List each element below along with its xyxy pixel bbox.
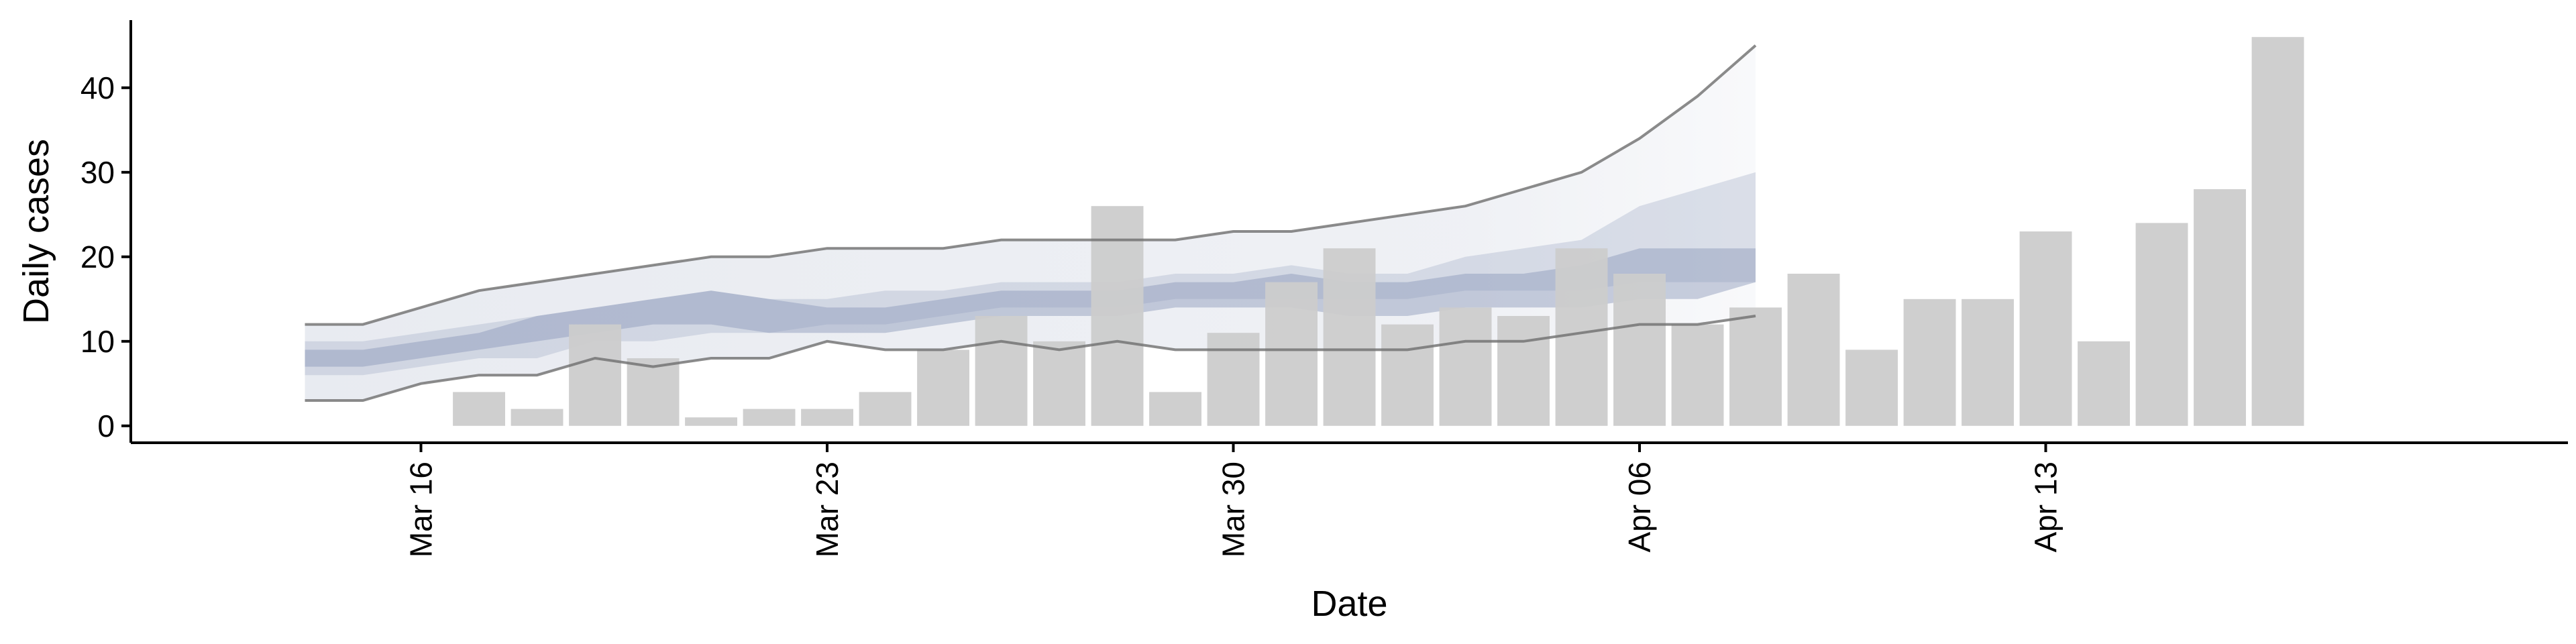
x-tick-label: Mar 16 [404,462,439,557]
bar [1497,316,1550,426]
bar [2078,341,2130,426]
axes [121,20,2568,452]
bar [1323,248,1376,426]
forecast-bands [305,45,1756,401]
bar [1207,333,1260,426]
x-tick-label: Mar 30 [1216,462,1251,557]
bar [1149,392,1201,426]
bar [1555,248,1608,426]
bar [801,409,853,426]
x-tick-label: Apr 13 [2029,462,2063,553]
bar [685,417,737,426]
bar [917,350,969,426]
x-axis-title: Date [1311,584,1387,624]
y-tick-label: 40 [80,70,115,105]
band-inner [305,248,1756,367]
band-mid [305,172,1756,376]
bar [2019,231,2072,426]
y-tick-label: 0 [97,409,115,443]
bar [2135,223,2188,426]
bar [1265,282,1318,426]
x-tick-label: Apr 06 [1622,462,1657,553]
y-tick-label: 10 [80,324,115,359]
bar [1729,307,1782,426]
bar [1671,324,1724,426]
y-tick-label: 20 [80,239,115,274]
bar [743,409,796,426]
y-tick-label: 30 [80,155,115,190]
bars [453,37,2304,426]
band-outer [305,45,1756,401]
bar [453,392,505,426]
bar [1381,324,1434,426]
bar [975,316,1028,426]
tick-labels: 0 10 20 30 40 Mar 16 Mar 23 Mar 30 Apr 06 Apr 13 [80,70,2063,557]
lower-bound-line [305,315,1756,402]
upper-bound-line [305,44,1757,326]
bar [1962,299,2014,426]
y-axis-title: Daily cases [16,139,56,324]
forecast-bound-lines [305,44,1757,402]
bar [2251,37,2304,426]
bar [1033,341,1085,426]
bar [627,358,680,426]
bar [1845,350,1898,426]
bar [1091,206,1144,426]
x-tick-label: Mar 23 [810,462,845,557]
bar [1903,299,1956,426]
bar [2194,189,2246,426]
bar [1787,274,1840,426]
bar [859,392,912,426]
bar [511,409,564,426]
bar [1439,307,1492,426]
bar [1613,274,1666,426]
bar [569,324,621,426]
